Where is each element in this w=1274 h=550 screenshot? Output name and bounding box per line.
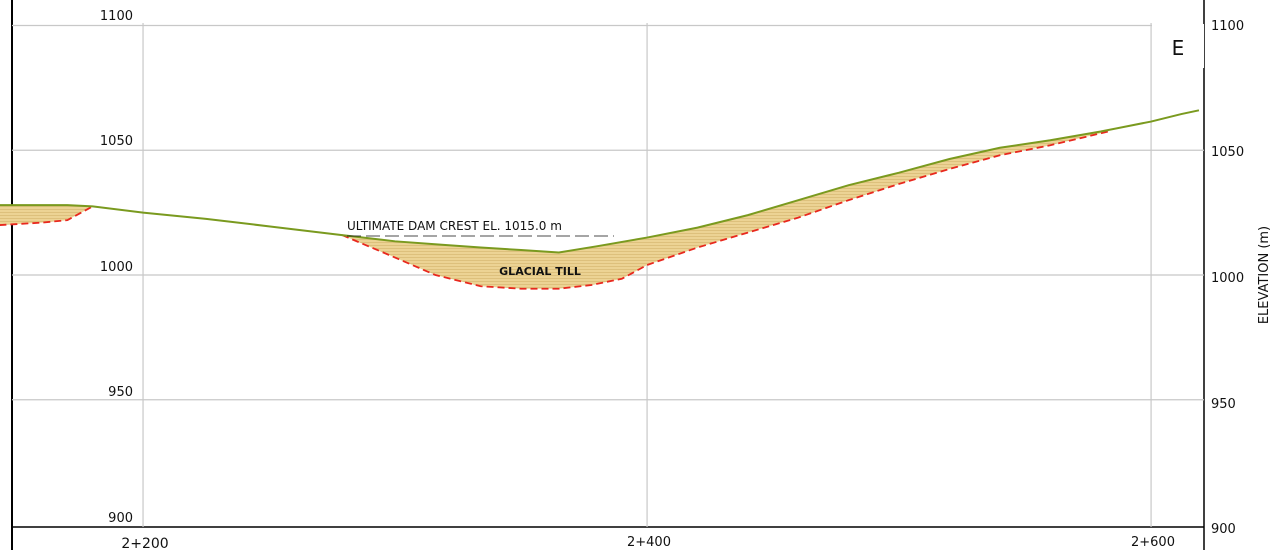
section-label-box xyxy=(1152,24,1204,68)
glacial-till-label: GLACIAL TILL xyxy=(499,265,581,278)
right-elevation-tick-950: 950 xyxy=(1211,397,1236,412)
profile-lines xyxy=(0,109,1200,290)
left-elevation-tick-1100: 1100 xyxy=(100,9,133,24)
right-elevation-tick-1000: 1000 xyxy=(1211,271,1244,286)
chainage-tick-2400: 2+400 xyxy=(627,535,671,550)
left-elevation-tick-900: 900 xyxy=(108,511,133,526)
chainage-tick-2600: 2+600 xyxy=(1131,535,1175,550)
left-elevation-tick-1050: 1050 xyxy=(100,134,133,149)
elevation-axis-label: ELEVATION (m) xyxy=(1257,226,1272,324)
glacial-till-fill-2 xyxy=(342,130,1109,289)
crest-elevation-note: ULTIMATE DAM CREST EL. 1015.0 m xyxy=(347,219,562,233)
glacial-till-zone xyxy=(0,130,1109,289)
till-base-line-2 xyxy=(341,130,1109,290)
right-elevation-tick-1050: 1050 xyxy=(1211,145,1244,160)
glacial-till-fill-1 xyxy=(0,205,93,226)
ground-surface-line xyxy=(0,109,1200,254)
chainage-tick-2200: 2+200 xyxy=(121,536,168,550)
till-base-line-1 xyxy=(0,205,94,226)
left-elevation-tick-1000: 1000 xyxy=(100,260,133,275)
right-elevation-tick-900: 900 xyxy=(1211,522,1236,537)
section-label: E xyxy=(1172,36,1185,60)
left-elevation-tick-950: 950 xyxy=(108,385,133,400)
right-elevation-tick-1100: 1100 xyxy=(1211,19,1244,34)
